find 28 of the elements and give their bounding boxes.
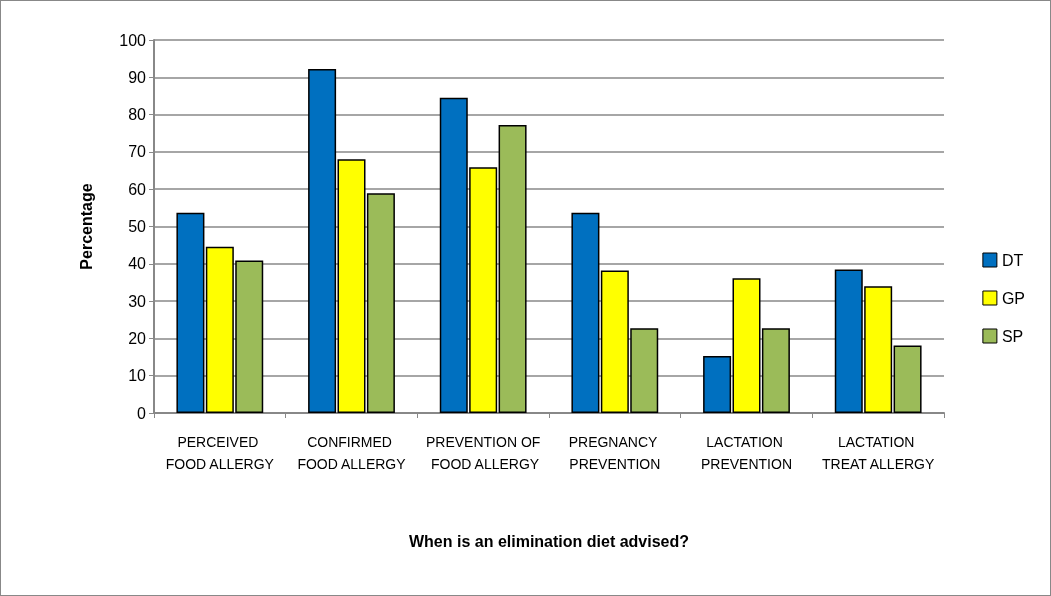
bar [176, 212, 205, 413]
y-tick-label: 10 [128, 367, 147, 385]
y-tick-label: 20 [128, 329, 147, 347]
y-tick-label: 50 [128, 218, 147, 235]
x-tick-label: PREGNANCY PREVENTION [568, 434, 661, 472]
bar [571, 212, 600, 413]
y-tick-label: 80 [128, 106, 147, 124]
y-axis-title: Percentage [77, 183, 95, 270]
y-tick-label: 40 [128, 255, 147, 273]
legend-label: SP [1001, 327, 1024, 345]
y-tick-label: 90 [128, 68, 147, 86]
x-tick-label: PERCEIVED FOOD ALLERGY [165, 434, 275, 472]
x-tick-label: LACTATION TREAT ALLERGY [822, 434, 935, 472]
bar [498, 125, 527, 413]
legend-label: DT [1001, 251, 1024, 269]
bar [703, 355, 732, 413]
x-tick-label: PREVENTION OF FOOD ALLERGY [425, 434, 541, 472]
y-tick-label: 60 [128, 180, 147, 198]
x-tick-label: LACTATION PREVENTION [700, 434, 793, 472]
y-tick-label: 30 [128, 292, 147, 310]
bar [308, 69, 337, 413]
y-tick-label: 70 [128, 143, 147, 161]
bar [893, 345, 922, 413]
legend-label: GP [1001, 289, 1026, 307]
y-tick-label: 100 [119, 31, 147, 49]
x-tick-label: CONFIRMED FOOD ALLERGY [297, 434, 407, 472]
x-axis-title: When is an elimination diet advised? [408, 532, 690, 550]
y-tick-label: 0 [137, 404, 147, 422]
